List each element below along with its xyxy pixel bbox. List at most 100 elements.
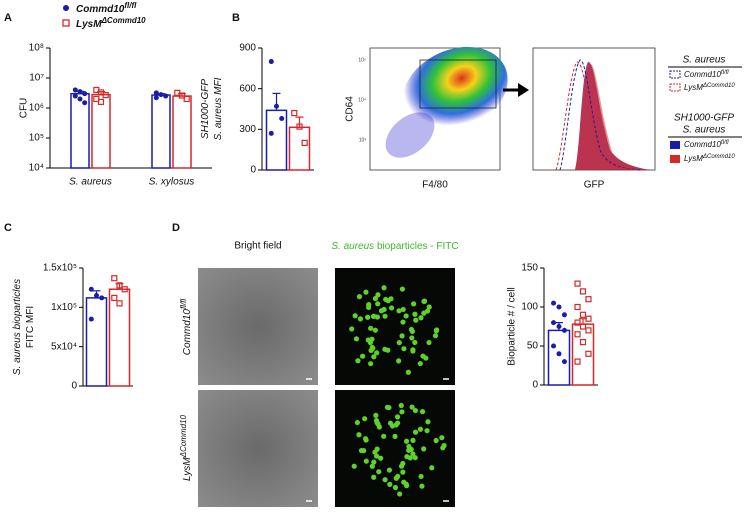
- bioparticle: [399, 409, 405, 415]
- bar: [151, 94, 171, 169]
- arrow: [518, 83, 529, 97]
- bioparticle: [368, 361, 374, 367]
- legend-label: LysMΔCommd10: [684, 83, 735, 93]
- bioparticle: [372, 327, 378, 333]
- panel-letter: A: [4, 12, 12, 24]
- bar: [172, 95, 192, 169]
- bioparticle: [409, 328, 415, 334]
- bioparticle: [352, 313, 358, 319]
- bioparticle: [413, 317, 419, 323]
- y-tick-label: 10⁶: [29, 103, 44, 114]
- bioparticle: [397, 491, 403, 497]
- bioparticle: [356, 294, 363, 300]
- data-point: [116, 282, 123, 289]
- bioparticle: [433, 328, 439, 334]
- data-point: [574, 358, 581, 365]
- data-point: [153, 90, 159, 96]
- bioparticle: [418, 315, 424, 321]
- bioparticle: [410, 347, 416, 353]
- data-point: [301, 139, 308, 146]
- bioparticle: [385, 347, 391, 353]
- bioparticle: [360, 353, 366, 359]
- data-point: [585, 350, 592, 357]
- bioparticle: [424, 428, 430, 434]
- data-point: [97, 98, 105, 105]
- bar: [288, 126, 311, 171]
- bioparticle: [396, 308, 402, 314]
- bioparticle: [421, 446, 427, 452]
- bar: [91, 93, 111, 169]
- bioparticle: [401, 346, 407, 352]
- bioparticle: [421, 310, 427, 316]
- bioparticle: [421, 298, 428, 304]
- data-point: [585, 296, 592, 303]
- fitc-image: [335, 268, 455, 385]
- x-tick-label: S. aureus: [69, 177, 112, 188]
- data-point: [551, 343, 557, 349]
- bioparticle: [409, 335, 415, 341]
- bioparticle: [354, 419, 360, 426]
- bioparticle: [400, 460, 406, 467]
- data-point: [111, 294, 118, 301]
- panel-letter: B: [232, 12, 240, 24]
- bioparticle: [382, 313, 388, 319]
- data-point: [579, 323, 587, 330]
- x-tick-label: S. xylosus: [149, 177, 195, 188]
- data-point: [153, 95, 159, 101]
- bioparticle: [403, 438, 410, 444]
- bioparticle: [369, 463, 375, 469]
- flow-scatter: 10⁵ 10⁴ 10³: [358, 46, 508, 171]
- column-label: S. aureus bioparticles - FITC: [331, 241, 458, 252]
- legend-heading: S. aureus: [683, 55, 726, 66]
- legend-swatch: [63, 5, 69, 11]
- data-point: [158, 92, 164, 98]
- y-axis-label: CFU: [19, 98, 30, 119]
- bioparticle: [363, 289, 369, 295]
- bioparticle: [393, 475, 399, 481]
- bioparticle: [387, 481, 393, 487]
- legend-swatch: [669, 83, 681, 92]
- data-point: [574, 319, 581, 326]
- bioparticle: [356, 432, 362, 438]
- bioparticle: [410, 451, 416, 457]
- data-point: [556, 324, 562, 329]
- data-point: [561, 327, 567, 333]
- data-point: [551, 300, 557, 306]
- bioparticle: [371, 459, 377, 465]
- data-point: [178, 92, 186, 99]
- bioparticle: [439, 435, 445, 441]
- legend-heading: SH1000-GFP: [674, 113, 734, 124]
- bioparticle: [423, 355, 429, 361]
- legend-label: LysMΔCommd10: [76, 16, 146, 30]
- y-axis-label: FITC MFI: [25, 306, 36, 348]
- data-point: [183, 95, 190, 103]
- legend-swatch: [62, 19, 70, 27]
- data-point: [82, 91, 88, 97]
- bioparticle: [426, 304, 432, 310]
- bioparticle: [426, 339, 432, 346]
- bioparticle: [361, 448, 367, 454]
- data-point: [574, 280, 581, 287]
- bioparticle: [419, 409, 426, 415]
- bioparticle: [351, 463, 357, 469]
- data-point: [274, 103, 279, 109]
- bioparticle: [362, 416, 368, 422]
- y-tick-label: 10⁵: [29, 133, 44, 144]
- bioparticle: [400, 319, 406, 325]
- data-point: [551, 320, 557, 326]
- legend-label: LysMΔCommd10: [684, 154, 735, 164]
- bioparticles: [349, 285, 447, 497]
- bioparticle: [371, 313, 377, 319]
- legend-swatch: [670, 155, 680, 163]
- bioparticle: [399, 333, 405, 339]
- bioparticle: [376, 469, 382, 475]
- bioparticle: [399, 286, 405, 292]
- bioparticle: [412, 339, 418, 346]
- bioparticle: [394, 414, 401, 420]
- data-point: [556, 304, 562, 310]
- bioparticle: [378, 455, 384, 461]
- bioparticle: [386, 404, 392, 411]
- bioparticle: [385, 298, 391, 304]
- data-point: [88, 316, 94, 322]
